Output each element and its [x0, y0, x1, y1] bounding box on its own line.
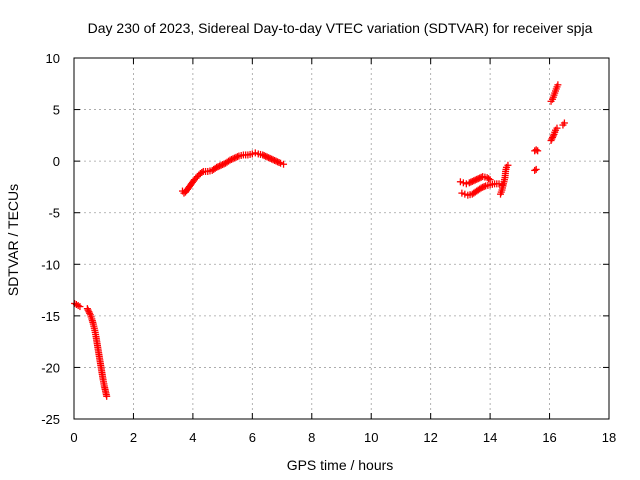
- y-tick-label: -15: [41, 309, 60, 324]
- data-points: [71, 81, 568, 400]
- x-tick-label: 10: [364, 430, 378, 445]
- data-point: [560, 119, 568, 127]
- x-tick-label: 14: [483, 430, 497, 445]
- data-point: [532, 165, 540, 173]
- data-point: [76, 303, 84, 311]
- x-tick-label: 6: [249, 430, 256, 445]
- grid-lines: [74, 58, 609, 419]
- data-point: [547, 137, 555, 145]
- data-point: [280, 160, 288, 168]
- y-tick-label: -5: [48, 206, 60, 221]
- data-point: [275, 159, 283, 167]
- plot-frame: [73, 57, 610, 420]
- y-tick-label: -10: [41, 257, 60, 272]
- data-point: [84, 306, 92, 314]
- x-tick-label: 0: [70, 430, 77, 445]
- data-point: [233, 153, 241, 161]
- data-point: [549, 132, 557, 140]
- data-point: [531, 166, 539, 174]
- x-tick-label: 16: [542, 430, 556, 445]
- data-point: [198, 168, 206, 176]
- data-point: [86, 309, 94, 317]
- y-tick-label: 5: [53, 103, 60, 118]
- data-point: [548, 135, 556, 143]
- data-point: [504, 161, 512, 169]
- y-axis-label: SDTVAR / TECUs: [5, 184, 21, 296]
- data-point: [553, 124, 561, 132]
- data-point: [480, 183, 488, 191]
- x-tick-label: 8: [308, 430, 315, 445]
- data-point: [549, 133, 557, 141]
- y-tick-label: 10: [46, 51, 60, 66]
- y-tick-label: 0: [53, 154, 60, 169]
- x-tick-label: 4: [189, 430, 196, 445]
- data-point: [103, 392, 111, 400]
- data-point: [83, 305, 91, 313]
- data-point: [532, 146, 540, 154]
- data-point: [534, 147, 542, 155]
- x-tick-label: 18: [602, 430, 616, 445]
- chart-title: Day 230 of 2023, Sidereal Day-to-day VTE…: [88, 20, 593, 36]
- y-tick-label: -25: [41, 412, 60, 427]
- x-tick-label: 12: [423, 430, 437, 445]
- y-tick-label: -20: [41, 360, 60, 375]
- x-tick-label: 2: [130, 430, 137, 445]
- data-point: [85, 308, 93, 316]
- data-point: [485, 175, 493, 183]
- data-point: [554, 81, 562, 89]
- tick-labels: 0 2 4 6 8 10 12 14 16 18 -25 -20 -15 -10 -5 0 5 10: [41, 51, 616, 445]
- x-axis-label: GPS time / hours: [287, 457, 394, 473]
